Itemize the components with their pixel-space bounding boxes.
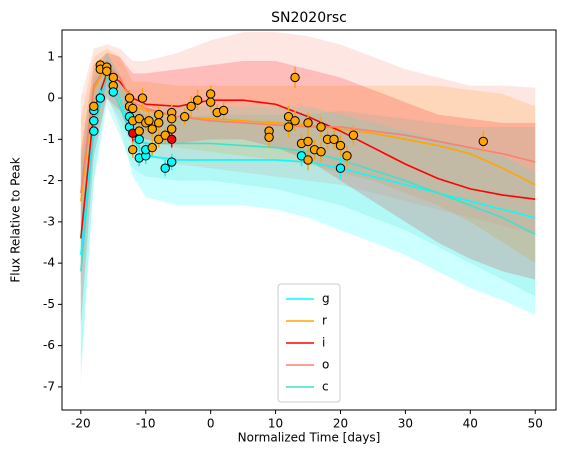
data-point — [283, 122, 294, 132]
y-tick-label: -6 — [43, 338, 55, 352]
data-point — [218, 105, 229, 116]
data-point — [303, 118, 313, 128]
data-point — [154, 109, 164, 120]
data-point — [290, 116, 300, 126]
series-line — [80, 74, 536, 272]
y-tick-label: -4 — [43, 256, 55, 270]
data-point — [134, 134, 144, 145]
data-point — [205, 97, 216, 107]
data-point — [134, 114, 144, 124]
y-tick-label: -1 — [43, 132, 55, 146]
data-point — [108, 72, 118, 83]
data-point — [167, 114, 177, 124]
data-point — [335, 140, 346, 151]
data-point — [160, 130, 170, 140]
series-line — [80, 63, 536, 194]
legend-label: r — [322, 314, 327, 328]
x-tick-label: 40 — [463, 417, 478, 431]
confidence-band — [80, 52, 536, 383]
data-point — [144, 116, 154, 126]
data-point — [102, 66, 112, 76]
data-point — [108, 87, 118, 97]
data-point — [264, 132, 274, 142]
data-point — [283, 111, 294, 122]
data-point — [316, 122, 326, 132]
x-tick-label: 30 — [398, 417, 413, 431]
data-point — [303, 155, 313, 165]
y-tick-label: 0 — [47, 91, 55, 105]
data-point — [205, 89, 216, 99]
data-point — [167, 157, 177, 167]
y-tick-label: -3 — [43, 214, 55, 228]
data-point — [95, 93, 105, 103]
data-point — [167, 124, 177, 134]
x-tick-label: -20 — [71, 417, 91, 431]
data-point — [192, 95, 203, 105]
data-point — [329, 134, 339, 145]
data-point — [316, 147, 326, 157]
confidence-band — [80, 52, 536, 367]
data-point — [128, 103, 138, 114]
y-axis-label: Flux Relative to Peak — [9, 157, 23, 282]
data-point — [179, 111, 190, 122]
data-point — [296, 151, 307, 161]
data-point — [167, 134, 177, 145]
confidence-band — [80, 52, 536, 326]
data-point — [134, 126, 144, 136]
data-point — [89, 101, 99, 112]
legend-label: o — [322, 358, 329, 372]
x-axis-label: Normalized Time [days] — [238, 431, 381, 445]
x-tick-label: 20 — [333, 417, 348, 431]
legend-label: i — [322, 336, 325, 350]
legend-label: g — [322, 292, 330, 306]
data-point — [147, 142, 157, 153]
data-point — [154, 134, 164, 145]
data-point — [89, 126, 99, 136]
data-point — [137, 93, 148, 103]
data-point — [348, 130, 359, 140]
data-point — [154, 118, 164, 128]
y-tick-label: 1 — [47, 49, 55, 63]
x-tick-label: 10 — [268, 417, 283, 431]
y-tick-label: -5 — [43, 297, 55, 311]
y-tick-label: -2 — [43, 173, 55, 187]
data-point — [128, 144, 138, 155]
data-point — [478, 136, 488, 147]
x-tick-label: 50 — [528, 417, 543, 431]
data-point — [342, 151, 352, 161]
data-point — [290, 72, 300, 83]
legend-label: c — [322, 380, 329, 394]
data-point — [147, 124, 157, 134]
plot-frame — [61, 29, 557, 411]
data-point — [335, 163, 346, 173]
data-point — [186, 101, 196, 112]
x-tick-label: 0 — [207, 417, 215, 431]
x-tick-label: -10 — [136, 417, 156, 431]
data-point — [89, 116, 99, 126]
chart-title: SN2020rsc — [271, 10, 347, 26]
y-tick-label: -7 — [43, 379, 55, 393]
data-point — [124, 93, 135, 103]
data-point — [160, 163, 170, 173]
series-line — [80, 72, 536, 239]
data-point — [303, 136, 313, 147]
